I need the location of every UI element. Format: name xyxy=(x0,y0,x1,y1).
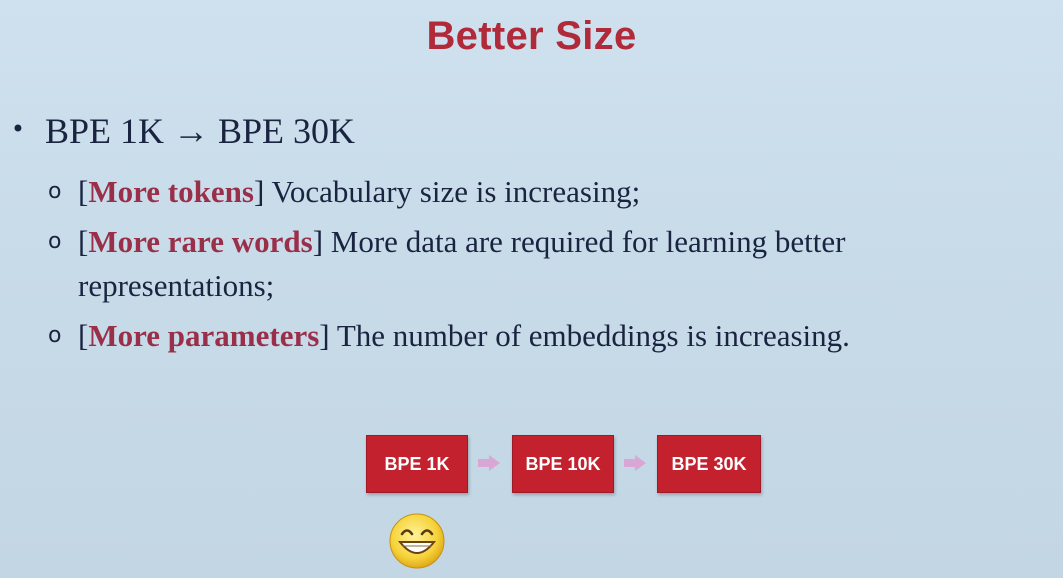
bpe-flow-diagram: BPE 1K BPE 10K BPE 30K xyxy=(0,435,1063,495)
slide-title: Better Size xyxy=(426,14,637,58)
flow-box-bpe-1k: BPE 1K xyxy=(366,435,468,493)
flow-box-bpe-30k: BPE 30K xyxy=(657,435,761,493)
circle-bullet-icon: o xyxy=(48,179,62,204)
sub-bullet-item: o [More parameters] The number of embedd… xyxy=(48,314,1048,358)
bracket-open: [ xyxy=(78,318,89,353)
main-bullet-text: BPE 1K → BPE 30K xyxy=(45,111,356,151)
sub-bullet-term: More tokens xyxy=(88,174,254,209)
sub-bullet-item: o [More rare words] More data are requir… xyxy=(48,220,1048,308)
flow-box-bpe-10k: BPE 10K xyxy=(512,435,614,493)
circle-bullet-icon: o xyxy=(48,229,62,254)
arrow-right-icon xyxy=(478,455,500,471)
sub-bullet-text: More data are required for learning bett… xyxy=(78,224,846,303)
sub-bullet-text: The number of embeddings is increasing. xyxy=(329,318,850,353)
bullet-icon: • xyxy=(10,115,26,143)
grinning-face-icon xyxy=(388,512,446,570)
sub-bullet-item: o [More tokens] Vocabulary size is incre… xyxy=(48,170,1048,214)
sub-bullet-text: Vocabulary size is increasing; xyxy=(264,174,641,209)
bracket-close: ] xyxy=(319,318,330,353)
arrow-right-icon xyxy=(624,455,646,471)
bracket-close: ] xyxy=(312,224,324,259)
sub-bullet-term: More rare words xyxy=(88,224,313,259)
bracket-open: [ xyxy=(78,224,89,259)
main-bullet: • BPE 1K → BPE 30K xyxy=(0,110,355,152)
bracket-open: [ xyxy=(78,174,89,209)
sub-bullet-list: o [More tokens] Vocabulary size is incre… xyxy=(48,170,1048,358)
bracket-close: ] xyxy=(253,174,265,209)
sub-bullet-term: More parameters xyxy=(88,318,320,353)
circle-bullet-icon: o xyxy=(48,323,62,348)
